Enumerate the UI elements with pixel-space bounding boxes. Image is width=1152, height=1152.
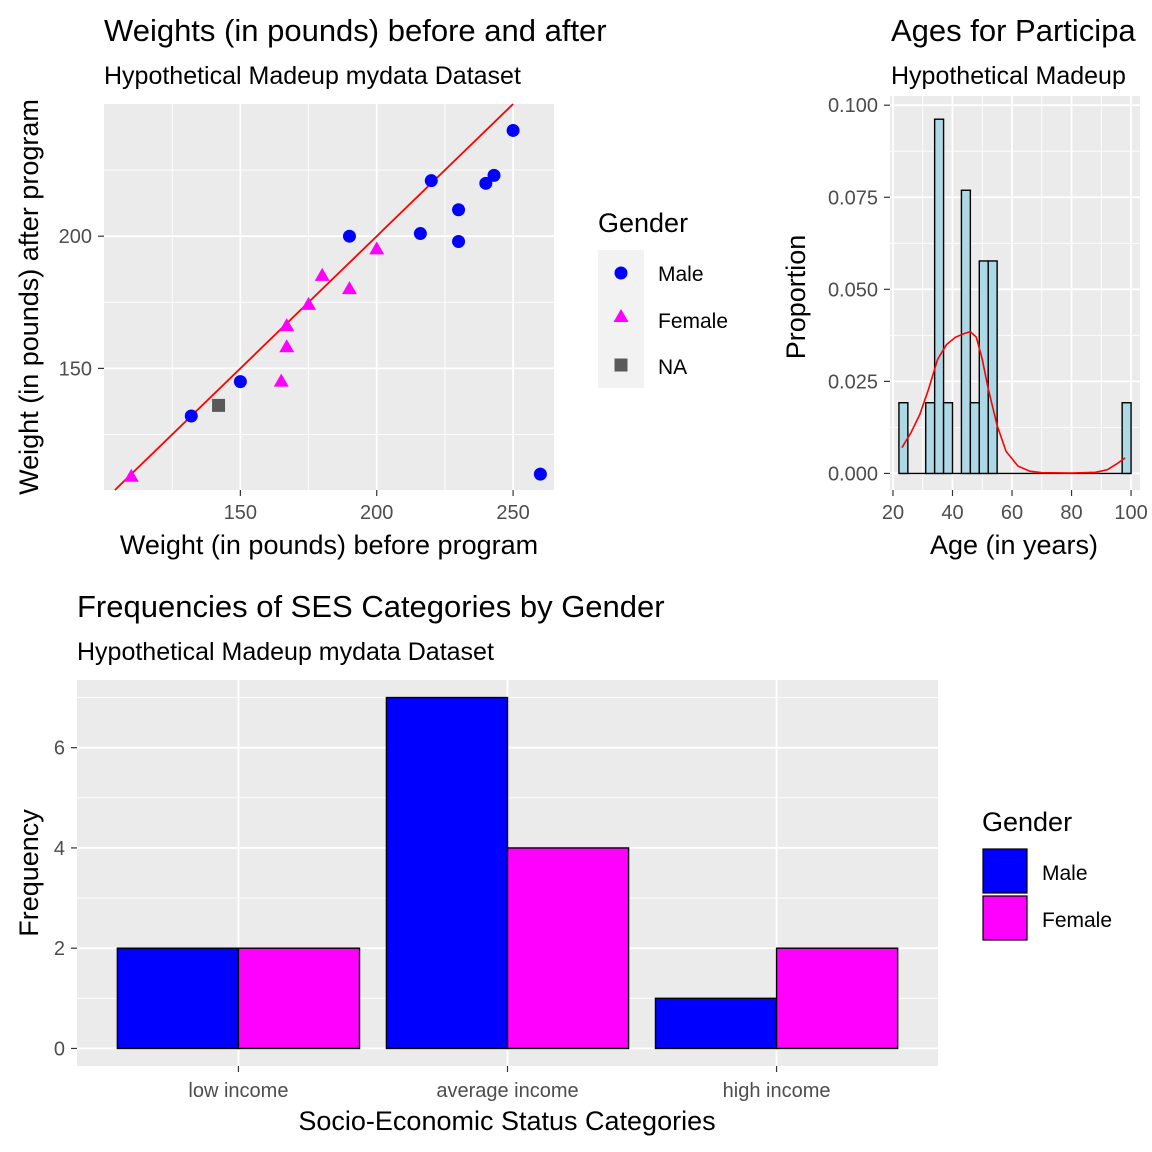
histogram-bar	[1121, 402, 1132, 475]
scatter-panel	[104, 104, 554, 490]
histogram-y-tick-label: 0.075	[828, 187, 878, 209]
histogram-bar	[942, 402, 954, 475]
scatter-x-tick-label: 150	[224, 502, 257, 524]
scatter-point-male	[413, 227, 427, 241]
histogram-y-axis-title: Proportion	[781, 235, 811, 360]
histogram-bar	[898, 402, 909, 475]
scatter-point-female	[341, 281, 357, 295]
bar-y-axis-title: Frequency	[14, 809, 44, 937]
scatter-point-female	[273, 373, 289, 387]
histogram-y-tick-label: 0.025	[828, 371, 878, 393]
scatter-reference-line	[114, 103, 514, 491]
scatter-point-male	[479, 176, 493, 190]
bar-chart: Frequencies of SES Categories by Gender …	[14, 589, 1112, 1136]
bar-y-tick-label: 6	[54, 738, 65, 760]
bar-legend-key-male	[982, 848, 1028, 894]
bar-y-tick-label: 4	[54, 838, 65, 860]
histogram-plot: Ages for Participa Hypothetical Madeup 2…	[781, 13, 1148, 560]
bar-x-tick-label: average income	[436, 1080, 578, 1102]
scatter-point-female	[314, 267, 330, 281]
scatter-point-male	[342, 229, 356, 243]
bar-y-tick-label: 0	[54, 1038, 65, 1060]
scatter-legend-title: Gender	[598, 208, 688, 238]
scatter-y-tick-label: 200	[59, 226, 92, 248]
scatter-point-male	[533, 467, 547, 481]
scatter-point-female	[279, 339, 295, 353]
bar-subtitle: Hypothetical Madeup mydata Dataset	[77, 638, 494, 666]
histogram-subtitle: Hypothetical Madeup	[891, 62, 1126, 90]
scatter-title: Weights (in pounds) before and after	[104, 13, 607, 48]
scatter-point-female	[279, 318, 295, 332]
histogram-y-tick-label: 0.100	[828, 95, 878, 117]
bar-legend: Gender Male Female	[982, 807, 1112, 941]
bar-female	[775, 947, 899, 1050]
density-curve	[901, 330, 1126, 474]
scatter-x-tick-label: 250	[496, 502, 529, 524]
histogram-ticks: 20 40 60 80 100 0.000 0.025 0.050 0.075 0.100	[828, 95, 1148, 524]
histogram-x-tick-label: 100	[1114, 502, 1147, 524]
histogram-bar	[987, 260, 998, 475]
bar-title: Frequencies of SES Categories by Gender	[77, 589, 665, 624]
scatter-grid	[104, 104, 554, 490]
bar-ticks: low income average income high income 0 2 4 6	[54, 738, 831, 1102]
scatter-legend-label-na: NA	[658, 356, 687, 379]
scatter-point-na	[212, 398, 226, 412]
scatter-point-female	[369, 241, 385, 255]
legend-key-na-square	[614, 358, 628, 372]
scatter-legend: Gender Male Female NA	[598, 208, 728, 388]
scatter-ticks: 150 200 250 150 200	[59, 226, 530, 524]
reference-line	[114, 103, 514, 491]
bar-female	[237, 947, 361, 1050]
scatter-point-male	[452, 234, 466, 248]
bar-x-tick-label: low income	[188, 1080, 288, 1102]
scatter-point-male	[452, 203, 466, 217]
scatter-points	[123, 123, 547, 482]
bar-male	[654, 997, 778, 1050]
bar-x-axis-title: Socio-Economic Status Categories	[298, 1106, 715, 1136]
scatter-subtitle: Hypothetical Madeup mydata Dataset	[104, 62, 521, 90]
scatter-legend-label-female: Female	[658, 310, 728, 333]
bar-x-tick-label: high income	[723, 1080, 831, 1102]
bar-legend-label-female: Female	[1042, 909, 1112, 932]
histogram-bar	[925, 402, 936, 475]
scatter-y-tick-label: 150	[59, 358, 92, 380]
scatter-point-male	[506, 123, 520, 137]
scatter-x-axis-title: Weight (in pounds) before program	[120, 530, 538, 560]
bar-female	[506, 847, 630, 1050]
histogram-y-tick-label: 0.050	[828, 279, 878, 301]
histogram-x-tick-label: 80	[1060, 502, 1082, 524]
bar-legend-key-female	[982, 895, 1028, 941]
bar-legend-label-male: Male	[1042, 862, 1088, 885]
scatter-x-tick-label: 200	[360, 502, 393, 524]
scatter-point-male	[487, 168, 501, 182]
bar-legend-title: Gender	[982, 807, 1072, 837]
legend-key-male-circle	[614, 266, 628, 280]
scatter-point-male	[184, 409, 198, 423]
scatter-y-axis-title: Weight (in pounds) after program	[14, 99, 44, 495]
scatter-plot: Weights (in pounds) before and after Hyp…	[14, 13, 728, 560]
histogram-bar	[969, 402, 980, 475]
histogram-title: Ages for Participa	[891, 13, 1136, 48]
histogram-x-tick-label: 20	[882, 502, 904, 524]
histogram-density-curve	[901, 330, 1126, 474]
histogram-y-tick-label: 0.000	[828, 463, 878, 485]
histogram-x-axis-title: Age (in years)	[930, 530, 1098, 560]
legend-key-female-triangle	[613, 309, 629, 322]
scatter-point-male	[424, 174, 438, 188]
bar-bars	[116, 696, 899, 1050]
histogram-x-tick-label: 40	[941, 502, 963, 524]
histogram-bar	[933, 118, 945, 475]
histogram-x-tick-label: 60	[1001, 502, 1023, 524]
bar-male	[385, 696, 509, 1050]
scatter-point-female	[301, 296, 317, 310]
bar-male	[116, 947, 240, 1050]
scatter-point-male	[233, 375, 247, 389]
scatter-legend-label-male: Male	[658, 263, 704, 286]
scatter-point-female	[123, 468, 139, 482]
bar-y-tick-label: 2	[54, 938, 65, 960]
